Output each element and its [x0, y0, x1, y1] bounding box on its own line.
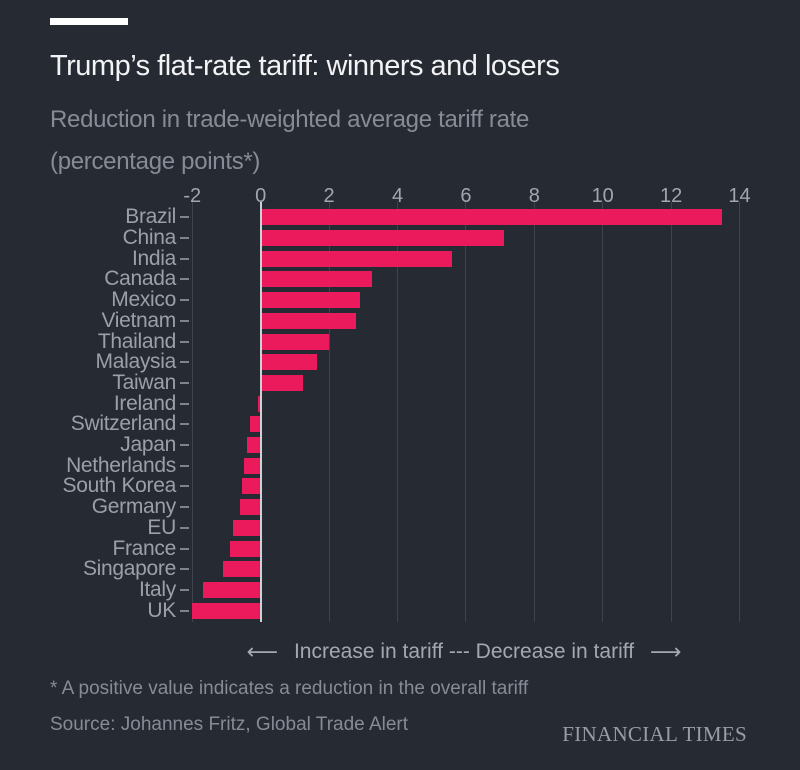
x-axis-tick-label: 6: [460, 185, 472, 207]
bar-switzerland: [250, 416, 261, 433]
direction-legend: ⟵ Increase in tariff --- Decrease in tar…: [124, 638, 800, 664]
gridline-x--2: [191, 202, 193, 622]
x-axis-tick-label: -2: [183, 185, 202, 207]
x-axis-tick-label: 10: [591, 185, 614, 207]
category-label-south-korea: South Korea: [62, 474, 177, 498]
chart-subtitle-line1: Reduction in trade-weighted average tari…: [50, 106, 530, 133]
y-axis-tick: [180, 402, 189, 405]
category-label-india: India: [131, 246, 176, 270]
y-axis-tick: [180, 547, 189, 550]
chart-subtitle-line2: (percentage points*): [50, 148, 261, 175]
gridline-x-4: [397, 202, 398, 622]
y-axis-tick: [180, 609, 189, 612]
x-axis-tick-label: 8: [528, 185, 540, 207]
chart-title: Trump’s flat-rate tariff: winners and lo…: [50, 50, 560, 82]
y-axis-tick: [180, 278, 189, 281]
zero-axis-line: [259, 202, 262, 622]
y-axis-tick: [180, 588, 189, 591]
gridline-x-12: [670, 202, 672, 622]
gridline-x-2: [328, 202, 330, 622]
bar-thailand: [260, 333, 330, 350]
bar-india: [260, 250, 453, 267]
bar-vietnam: [260, 312, 357, 329]
category-label-brazil: Brazil: [125, 205, 176, 229]
brand-accent-dash: [50, 18, 128, 25]
category-label-france: France: [112, 536, 176, 560]
y-axis-tick: [180, 423, 189, 426]
increase-label: Increase in tariff: [293, 640, 443, 663]
financial-times-logo: FINANCIAL TIMES: [562, 722, 747, 746]
category-label-switzerland: Switzerland: [70, 412, 177, 436]
category-label-china: China: [122, 226, 177, 250]
y-axis-tick: [180, 319, 189, 322]
right-arrow-icon: ⟶: [649, 639, 682, 664]
x-axis-tick-label: 2: [323, 185, 335, 207]
bar-brazil: [260, 209, 723, 226]
y-axis-tick: [180, 361, 189, 364]
bar-singapore: [223, 561, 261, 578]
category-label-uk: UK: [147, 598, 176, 622]
left-arrow-icon: ⟵: [246, 639, 279, 664]
gridline-x-6: [465, 202, 467, 622]
x-axis-tick-label: 4: [391, 185, 404, 207]
chart-footnote: * A positive value indicates a reduction…: [50, 678, 529, 699]
category-label-germany: Germany: [91, 495, 177, 519]
y-axis-tick: [180, 506, 189, 509]
source-credit: Source: Johannes Fritz, Global Trade Ale…: [50, 714, 409, 735]
y-axis-tick: [180, 299, 189, 302]
legend-separator: ---: [448, 640, 470, 663]
chart-subtitle: Reduction in trade-weighted average tari…: [50, 99, 750, 183]
category-label-netherlands: Netherlands: [66, 453, 176, 477]
category-label-japan: Japan: [120, 433, 176, 457]
bar-south-korea: [241, 478, 261, 495]
gridline-x-14: [739, 202, 740, 622]
category-label-taiwan: Taiwan: [112, 370, 176, 394]
bar-japan: [247, 437, 261, 454]
category-label-canada: Canada: [104, 267, 176, 291]
x-axis-tick-label: 12: [659, 185, 683, 207]
x-axis-tick-label: 0: [255, 185, 267, 207]
gridline-x-10: [602, 202, 604, 622]
y-axis-tick: [180, 568, 189, 571]
bar-malaysia: [260, 354, 318, 371]
gridline-x-8: [533, 202, 535, 622]
bar-canada: [260, 271, 372, 288]
bar-eu: [233, 519, 261, 536]
y-axis-tick: [180, 257, 189, 260]
bar-china: [260, 230, 504, 247]
y-axis-tick: [180, 526, 189, 529]
bar-mexico: [260, 292, 360, 309]
y-axis-tick: [180, 340, 189, 343]
bar-uk: [192, 602, 261, 619]
category-label-malaysia: Malaysia: [95, 350, 177, 374]
y-axis-tick: [180, 381, 189, 384]
category-label-italy: Italy: [138, 577, 176, 601]
y-axis-tick: [180, 216, 189, 219]
bar-italy: [202, 581, 261, 598]
bar-taiwan: [260, 374, 304, 391]
y-axis-tick: [180, 485, 189, 488]
bar-france: [229, 540, 261, 557]
y-axis-tick: [180, 444, 189, 447]
bar-ireland: [257, 395, 261, 412]
decrease-label: Decrease in tariff: [475, 640, 635, 663]
bar-germany: [240, 499, 261, 516]
bar-netherlands: [243, 457, 261, 474]
category-label-singapore: Singapore: [82, 557, 176, 581]
y-axis-tick: [180, 237, 189, 240]
x-axis-tick-label: 14: [728, 185, 751, 207]
category-label-ireland: Ireland: [113, 391, 176, 415]
y-axis-tick: [180, 464, 189, 467]
category-label-thailand: Thailand: [97, 329, 176, 353]
category-label-eu: EU: [147, 515, 176, 539]
category-label-mexico: Mexico: [111, 288, 176, 312]
category-label-vietnam: Vietnam: [101, 308, 176, 332]
